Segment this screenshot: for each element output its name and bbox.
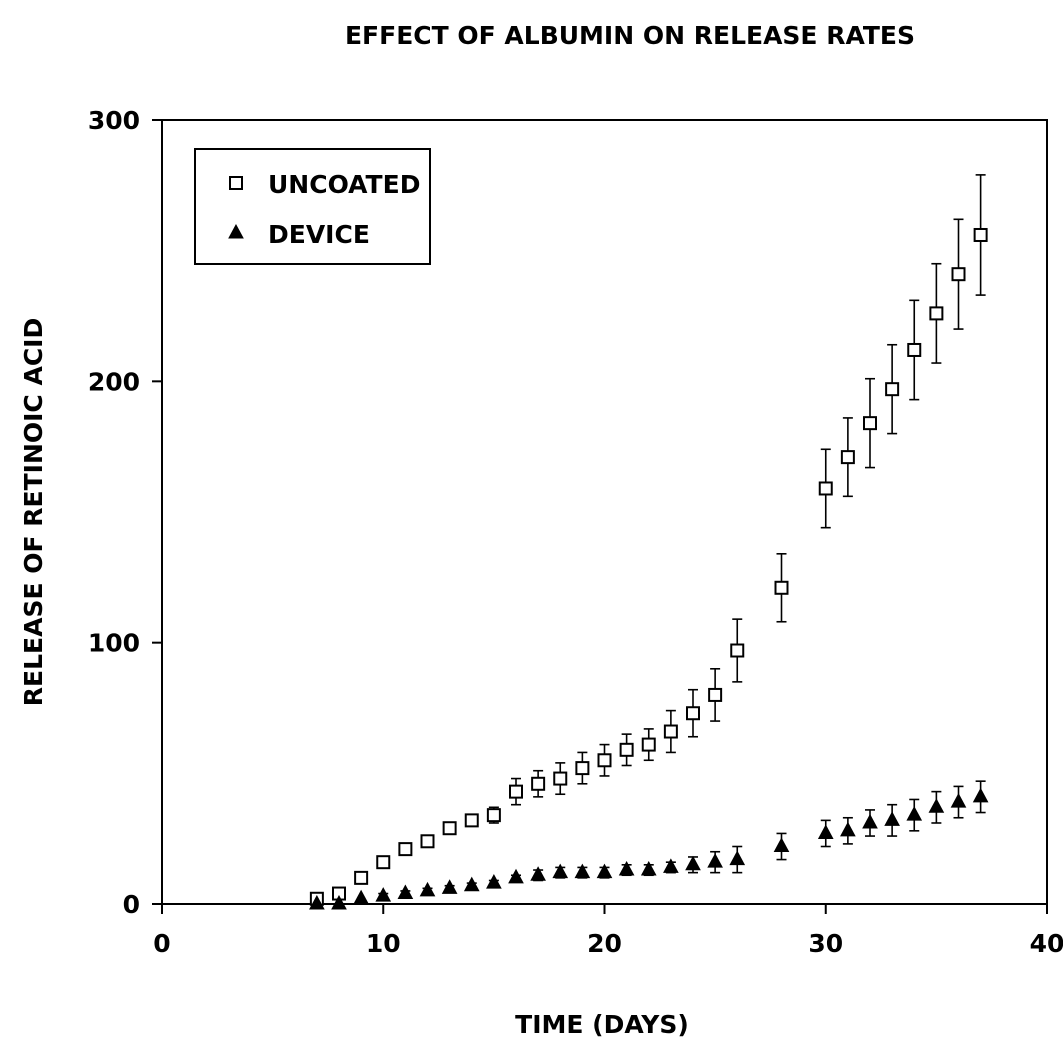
data-point-device [906, 806, 923, 821]
data-point-device [729, 850, 746, 866]
data-point-device [862, 813, 878, 829]
data-point-uncoated [686, 706, 700, 721]
data-point-device [972, 787, 989, 803]
data-point-device [707, 853, 723, 868]
data-point-device [331, 894, 347, 910]
x-tick-label: 30 [808, 929, 843, 958]
data-point-device [640, 860, 657, 876]
data-point-device [552, 863, 569, 879]
data-point-uncoated [354, 870, 369, 885]
data-point-device [773, 837, 790, 853]
data-point-uncoated [619, 742, 634, 757]
data-point-uncoated [929, 306, 944, 321]
data-point-device [508, 868, 524, 884]
data-point-device [840, 821, 856, 837]
data-markers [309, 227, 989, 910]
data-point-uncoated [840, 450, 855, 465]
legend-marker-device [228, 223, 244, 239]
data-point-uncoated [774, 580, 789, 595]
data-point-uncoated [486, 808, 501, 823]
data-point-uncoated [973, 227, 988, 242]
x-tick-label: 20 [587, 929, 622, 958]
data-point-uncoated [885, 382, 900, 397]
data-point-uncoated [531, 776, 546, 791]
data-point-device [486, 874, 502, 889]
data-point-uncoated [464, 813, 479, 828]
data-point-device [685, 855, 701, 871]
data-point-uncoated [376, 855, 391, 870]
y-tick-label: 300 [88, 106, 140, 135]
data-point-uncoated [708, 687, 723, 702]
error-bars [378, 174, 986, 900]
data-point-device [463, 876, 480, 892]
data-point-uncoated [663, 724, 678, 739]
y-tick-label: 100 [88, 629, 140, 658]
data-point-device [441, 879, 458, 894]
data-point-device [574, 863, 591, 879]
y-axis-label: RELEASE OF RETINOIC ACID [19, 318, 48, 706]
data-point-device [309, 894, 325, 910]
data-point-device [375, 887, 392, 902]
data-point-uncoated [818, 481, 833, 496]
legend-label-uncoated: UNCOATED [268, 170, 420, 199]
data-point-uncoated [509, 784, 523, 799]
data-point-uncoated [730, 643, 745, 658]
data-point-device [950, 793, 967, 808]
data-point-device [817, 824, 834, 839]
data-point-uncoated [398, 842, 413, 857]
axis-ticks: 0 10 20 30 40 0 100 200 300 [88, 106, 1063, 958]
data-point-device [596, 863, 613, 879]
data-point-uncoated [951, 267, 966, 282]
legend-box [194, 148, 431, 265]
data-point-uncoated [553, 771, 568, 786]
legend-label-device: DEVICE [268, 220, 370, 249]
data-point-uncoated [575, 761, 590, 776]
x-axis-label: TIME (DAYS) [515, 1010, 689, 1039]
data-point-device [530, 866, 546, 881]
data-point-device [397, 884, 414, 900]
data-point-device [663, 858, 679, 873]
data-point-uncoated [907, 342, 922, 357]
y-tick-label: 0 [123, 890, 140, 919]
x-tick-label: 40 [1030, 929, 1063, 958]
data-point-device [419, 881, 436, 897]
chart-title: EFFECT OF ALBUMIN ON RELEASE RATES [345, 21, 915, 50]
data-point-uncoated [641, 737, 656, 752]
data-point-device [353, 889, 369, 905]
data-point-device [928, 798, 945, 813]
data-point-uncoated [597, 753, 612, 768]
x-tick-label: 10 [366, 929, 401, 958]
legend: UNCOATED DEVICE [194, 148, 431, 265]
x-tick-label: 0 [153, 929, 170, 958]
legend-marker-uncoated [229, 176, 243, 190]
data-point-uncoated [863, 416, 877, 431]
data-point-device [618, 860, 635, 876]
data-point-uncoated [420, 834, 435, 849]
data-point-device [884, 811, 900, 826]
data-point-uncoated [442, 821, 457, 836]
y-tick-label: 200 [88, 367, 140, 396]
